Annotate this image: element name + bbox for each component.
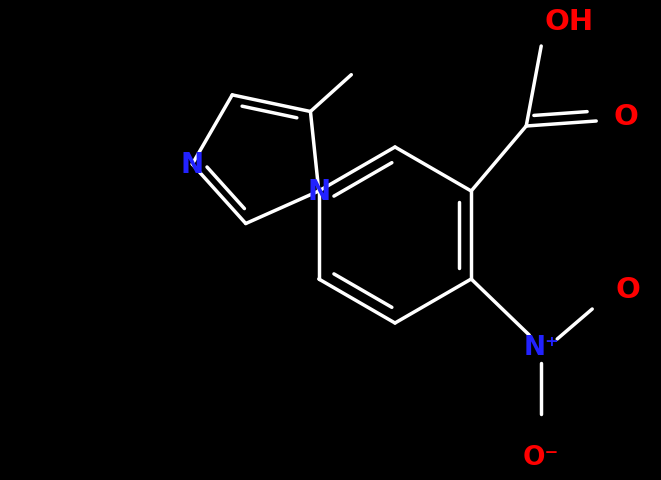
- Text: N⁺: N⁺: [524, 334, 559, 360]
- Text: N: N: [307, 178, 330, 205]
- Text: O: O: [614, 103, 639, 131]
- Text: O⁻: O⁻: [523, 444, 559, 470]
- Text: O: O: [616, 276, 641, 303]
- Text: OH: OH: [545, 8, 594, 36]
- Text: N: N: [180, 151, 204, 179]
